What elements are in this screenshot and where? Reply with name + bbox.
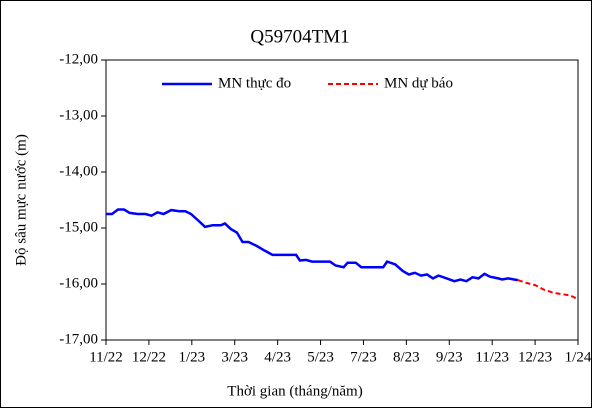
- series-line: [106, 208, 519, 283]
- chart-title: Q59704TM1: [250, 26, 349, 47]
- x-tick-label: 11/22: [89, 349, 123, 365]
- x-tick-label: 5/23: [307, 349, 334, 365]
- x-tick-label: 9/23: [436, 349, 463, 365]
- x-tick-label: 1/23: [178, 349, 205, 365]
- y-tick-label: -15,00: [59, 219, 98, 235]
- x-tick-label: 4/23: [264, 349, 291, 365]
- y-tick-label: -13,00: [59, 107, 98, 123]
- y-tick-label: -14,00: [59, 163, 98, 179]
- y-tick-label: -17,00: [59, 331, 98, 347]
- y-tick-label: -12,00: [59, 51, 98, 67]
- series-line: [517, 279, 579, 301]
- x-tick-label: 12/23: [518, 349, 552, 365]
- y-axis-label: Độ sâu mực nước (m): [13, 134, 29, 266]
- x-tick-label: 7/23: [350, 349, 377, 365]
- legend-label: MN thực đo: [218, 75, 291, 91]
- x-tick-label: 3/23: [221, 349, 248, 365]
- x-tick-label: 8/23: [393, 349, 420, 365]
- x-tick-label: 11/23: [475, 349, 509, 365]
- x-tick-label: 12/22: [132, 349, 166, 365]
- y-tick-label: -16,00: [59, 275, 98, 291]
- plot-area: [105, 59, 579, 341]
- x-axis-label: Thời gian (tháng/năm): [227, 383, 362, 399]
- legend-label: MN dự báo: [384, 75, 453, 91]
- x-tick-label: 1/24: [565, 349, 592, 365]
